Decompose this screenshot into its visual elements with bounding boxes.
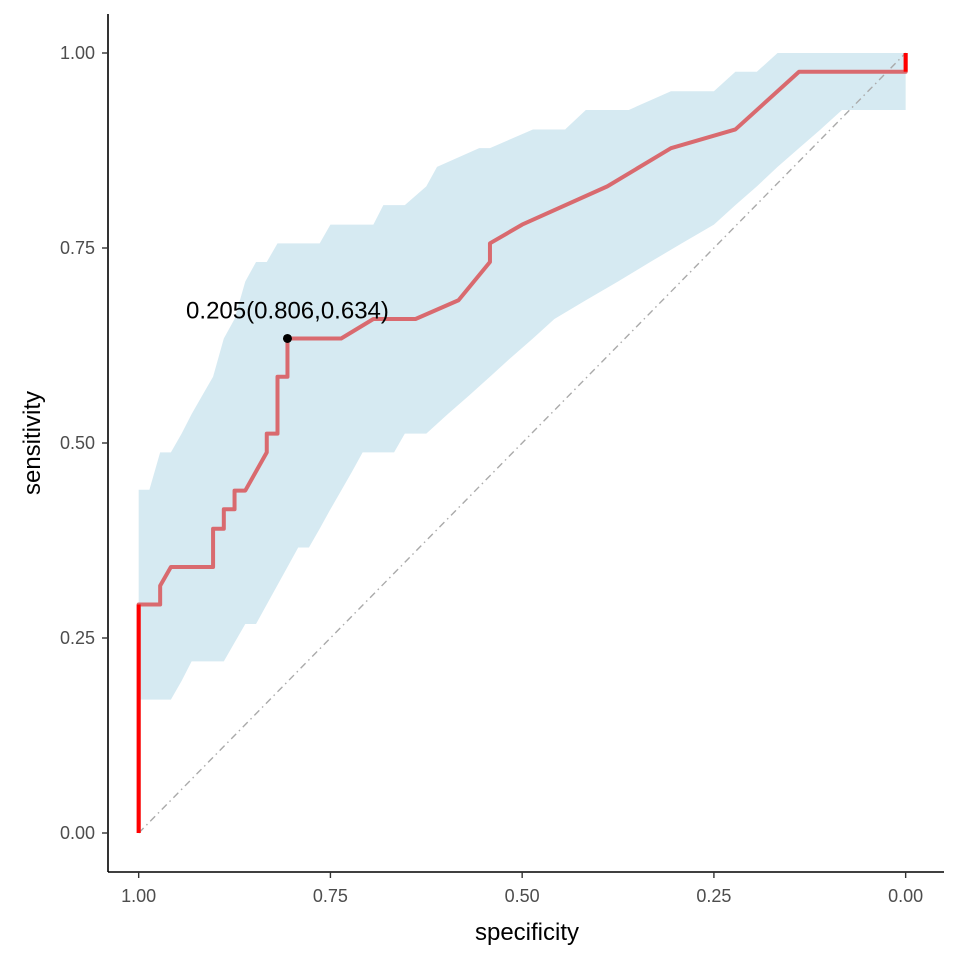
x-tick-label: 0.50 [505,886,540,906]
reference-diagonal-layer [138,52,907,834]
y-tick-label: 0.50 [60,433,95,453]
x-tick-label: 1.00 [121,886,156,906]
roc-curve-line [136,53,908,833]
roc-curve-layer [136,53,908,833]
y-tick-label: 1.00 [60,43,95,63]
annotation-layer: 0.205(0.806,0.634) [186,297,389,343]
best-threshold-point [282,333,292,343]
y-axis-title: sensitivity [19,391,46,495]
x-axis-title: specificity [475,919,579,946]
x-tick-label: 0.75 [313,886,348,906]
x-tick-label: 0.25 [696,886,731,906]
y-tick-label: 0.00 [60,823,95,843]
y-tick-label: 0.25 [60,628,95,648]
axes-layer: 1.00 0.75 0.50 0.25 0.00 0.00 0.25 0.50 0.75 1.00 [60,14,944,906]
confidence-band-layer [138,53,906,700]
sensitivity-confidence-band [138,53,906,700]
reference-diagonal-line [138,52,907,834]
best-threshold-label: 0.205(0.806,0.634) [186,297,389,324]
x-tick-label: 0.00 [888,886,923,906]
y-tick-label: 0.75 [60,238,95,258]
